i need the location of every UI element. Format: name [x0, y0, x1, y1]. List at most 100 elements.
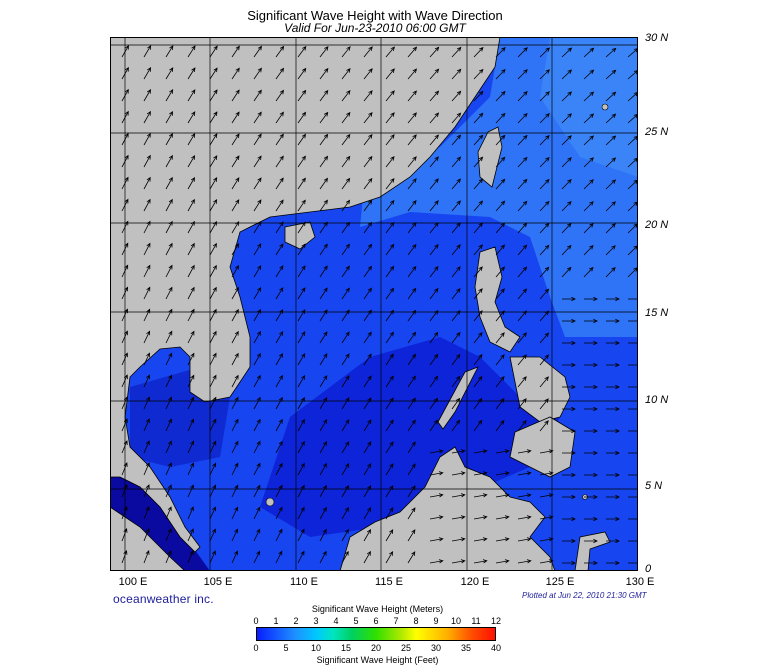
- wave-arrow: [253, 243, 262, 256]
- wave-arrow: [341, 353, 350, 366]
- wave-arrow: [517, 332, 527, 344]
- wave-arrow: [187, 352, 195, 366]
- wave-arrow: [165, 89, 174, 102]
- wave-arrow: [539, 135, 550, 146]
- wave-arrow: [562, 516, 576, 522]
- wave-arrow: [407, 529, 416, 542]
- wave-arrow: [429, 112, 440, 124]
- wave-arrow: [539, 471, 554, 476]
- wave-arrow: [583, 179, 594, 190]
- wave-arrow: [121, 66, 129, 80]
- wave-arrow: [628, 494, 638, 500]
- wave-arrow: [297, 484, 305, 498]
- sumatra-island: [110, 506, 186, 571]
- wave-arrow: [407, 68, 418, 80]
- wave-arrow: [517, 288, 528, 300]
- wave-arrow: [562, 494, 576, 500]
- wave-arrow: [495, 266, 505, 278]
- wave-arrow: [561, 200, 572, 212]
- wave-arrow: [385, 353, 394, 366]
- feet_ticks-tick: 40: [490, 643, 501, 653]
- wave-arrow: [143, 506, 150, 520]
- wave-arrow: [143, 45, 152, 58]
- wave-arrow: [628, 516, 638, 522]
- wave-arrow: [407, 46, 418, 58]
- wave-arrow: [143, 528, 150, 542]
- wave-arrow: [319, 177, 329, 190]
- wave-arrow: [319, 133, 329, 146]
- wave-arrow: [165, 506, 172, 520]
- wave-arrow: [121, 330, 128, 344]
- wave-arrow: [231, 550, 238, 564]
- wave-arrow: [562, 296, 576, 302]
- wave-arrow: [231, 264, 239, 278]
- wave-arrow: [341, 68, 351, 80]
- wave-arrow: [606, 296, 620, 302]
- wave-arrow: [451, 397, 461, 410]
- wave-arrow: [121, 154, 129, 168]
- wave-arrow: [341, 550, 349, 564]
- wave-arrow: [517, 69, 528, 80]
- wave-arrow: [363, 419, 372, 432]
- wave-arrow: [495, 200, 506, 212]
- wave-arrow: [407, 265, 417, 278]
- wave-arrow: [473, 419, 483, 432]
- lat-label-10n: 10 N: [645, 394, 669, 406]
- wave-arrow: [473, 537, 488, 542]
- wave-arrow: [517, 559, 532, 564]
- wave-arrow: [517, 178, 528, 190]
- wave-arrow: [407, 441, 416, 454]
- wave-arrow: [429, 493, 444, 498]
- wave-arrow: [297, 199, 306, 212]
- wave-arrow: [473, 288, 483, 300]
- wave-arrow: [143, 286, 151, 300]
- wave-arrow: [407, 551, 416, 564]
- wave-arrow: [407, 463, 416, 476]
- lon-label-130e: 130 E: [625, 576, 655, 588]
- wave-arrow: [275, 528, 283, 542]
- wave-arrow: [385, 419, 394, 432]
- wave-arrow: [297, 506, 305, 520]
- wave-arrow: [363, 528, 371, 542]
- wave-arrow: [275, 243, 284, 256]
- wave-arrow: [451, 222, 461, 234]
- wave-arrow: [429, 331, 439, 344]
- wave-arrow: [341, 419, 350, 432]
- sulawesi-island: [574, 531, 611, 571]
- wave-arrow: [121, 88, 129, 102]
- wave-arrow: [275, 45, 285, 58]
- wave-arrow: [231, 177, 240, 190]
- wave-arrow: [451, 471, 466, 476]
- wave-arrow: [187, 264, 195, 278]
- wave-height-map: [110, 37, 638, 571]
- wave-arrow: [584, 560, 598, 566]
- wave-arrow: [451, 493, 466, 498]
- wave-arrow: [297, 528, 305, 542]
- wave-arrow: [297, 375, 306, 388]
- wave-arrow: [363, 155, 373, 168]
- wave-arrow: [275, 89, 285, 102]
- wave-arrow: [121, 484, 128, 498]
- wave-arrow: [606, 538, 620, 544]
- wave-arrow: [319, 265, 328, 278]
- wave-arrow: [341, 265, 350, 278]
- wave-arrow: [539, 156, 550, 168]
- wave-arrow: [517, 156, 528, 168]
- wave-arrow: [473, 200, 484, 212]
- wave-arrow: [319, 419, 328, 432]
- wave-arrow: [121, 220, 129, 234]
- wave-arrow: [429, 178, 439, 190]
- wave-arrow: [121, 176, 129, 190]
- legend-feet-label: Significant Wave Height (Feet): [316, 655, 439, 665]
- wave-arrow: [143, 330, 151, 344]
- lat-label-20n: 20 N: [645, 219, 669, 231]
- wave-arrow: [606, 318, 620, 324]
- wave-arrow: [562, 428, 576, 434]
- wave-arrow: [495, 419, 505, 432]
- wave-arrow: [605, 47, 617, 58]
- wave-arrow: [165, 550, 172, 564]
- wave-arrow: [121, 286, 129, 300]
- wave-arrow: [165, 286, 173, 300]
- wave-arrow: [605, 135, 617, 146]
- plotted-timestamp: Plotted at Jun 22, 2010 21:30 GMT: [522, 591, 647, 600]
